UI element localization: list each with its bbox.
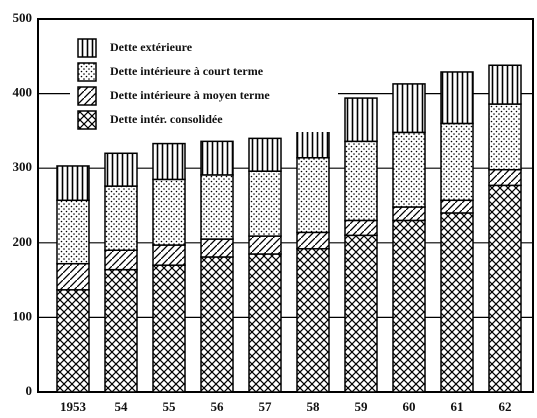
bar-segment	[344, 234, 378, 393]
y-tick-label: 200	[13, 234, 33, 249]
x-tick-label: 54	[115, 399, 129, 414]
bar-segment	[56, 262, 90, 291]
bar-segment	[200, 140, 234, 176]
legend-swatch	[77, 62, 97, 82]
bar-segment	[104, 249, 138, 271]
legend-label: Dette intérieure à court terme	[110, 64, 264, 78]
bar-segment	[392, 131, 426, 208]
legend-background	[70, 36, 338, 132]
legend-swatch	[77, 86, 97, 106]
y-tick-label: 300	[13, 159, 33, 174]
bar-segment	[488, 64, 522, 105]
bar-segment	[104, 152, 138, 187]
bar-segment	[440, 199, 474, 214]
legend: Dette extérieure Dette intérieure à court…	[70, 36, 338, 132]
y-tick-label: 0	[26, 383, 33, 398]
bar-segment	[296, 157, 330, 234]
bar-segment	[200, 174, 234, 240]
x-tick-label: 55	[163, 399, 177, 414]
bar-segment	[296, 248, 330, 393]
bar-segment	[152, 264, 186, 393]
bar-segment	[392, 83, 426, 134]
x-tick-label: 62	[499, 399, 512, 414]
bar-segment	[200, 256, 234, 393]
bar-segment	[104, 268, 138, 393]
bar-segment	[152, 178, 186, 246]
bar-segment	[248, 170, 282, 237]
plot-frame	[37, 18, 534, 393]
bar-segment	[440, 122, 474, 202]
legend-swatch	[77, 38, 97, 58]
bar-segment	[104, 185, 138, 252]
bar-segment	[248, 253, 282, 393]
y-tick-label: 100	[13, 308, 33, 323]
x-tick-label: 60	[403, 399, 416, 414]
bar-segment	[56, 199, 90, 265]
x-tick-label: 57	[259, 399, 273, 414]
bar-segment	[344, 97, 378, 143]
bar-segment	[488, 168, 522, 187]
bar-segment	[56, 289, 90, 393]
bar-segment	[152, 142, 186, 181]
legend-label: Dette intér. consolidée	[110, 112, 223, 126]
bar-segment	[392, 219, 426, 393]
y-tick-label: 500	[13, 10, 33, 25]
x-tick-label: 58	[307, 399, 321, 414]
bar-segment	[344, 140, 378, 222]
legend-label: Dette intérieure à moyen terme	[110, 88, 270, 102]
x-tick-label: 59	[355, 399, 369, 414]
bar-segment	[392, 206, 426, 222]
bar-segment	[200, 238, 234, 258]
bar-segment	[488, 103, 522, 171]
legend-label: Dette extérieure	[110, 40, 193, 54]
legend-swatch	[77, 110, 97, 130]
bar-segment	[488, 184, 522, 393]
bar-segment	[248, 137, 282, 172]
x-tick-label: 61	[451, 399, 464, 414]
x-tick-label: 56	[211, 399, 225, 414]
bar-segment	[56, 165, 90, 202]
bar-segment	[440, 71, 474, 125]
bar-segment	[248, 235, 282, 255]
bar-segment	[152, 244, 186, 266]
bar-segment	[344, 219, 378, 237]
y-tick-label: 400	[13, 85, 33, 100]
x-tick-label: 1953	[60, 399, 87, 414]
bar-segment	[440, 212, 474, 393]
bar-segment	[296, 231, 330, 250]
